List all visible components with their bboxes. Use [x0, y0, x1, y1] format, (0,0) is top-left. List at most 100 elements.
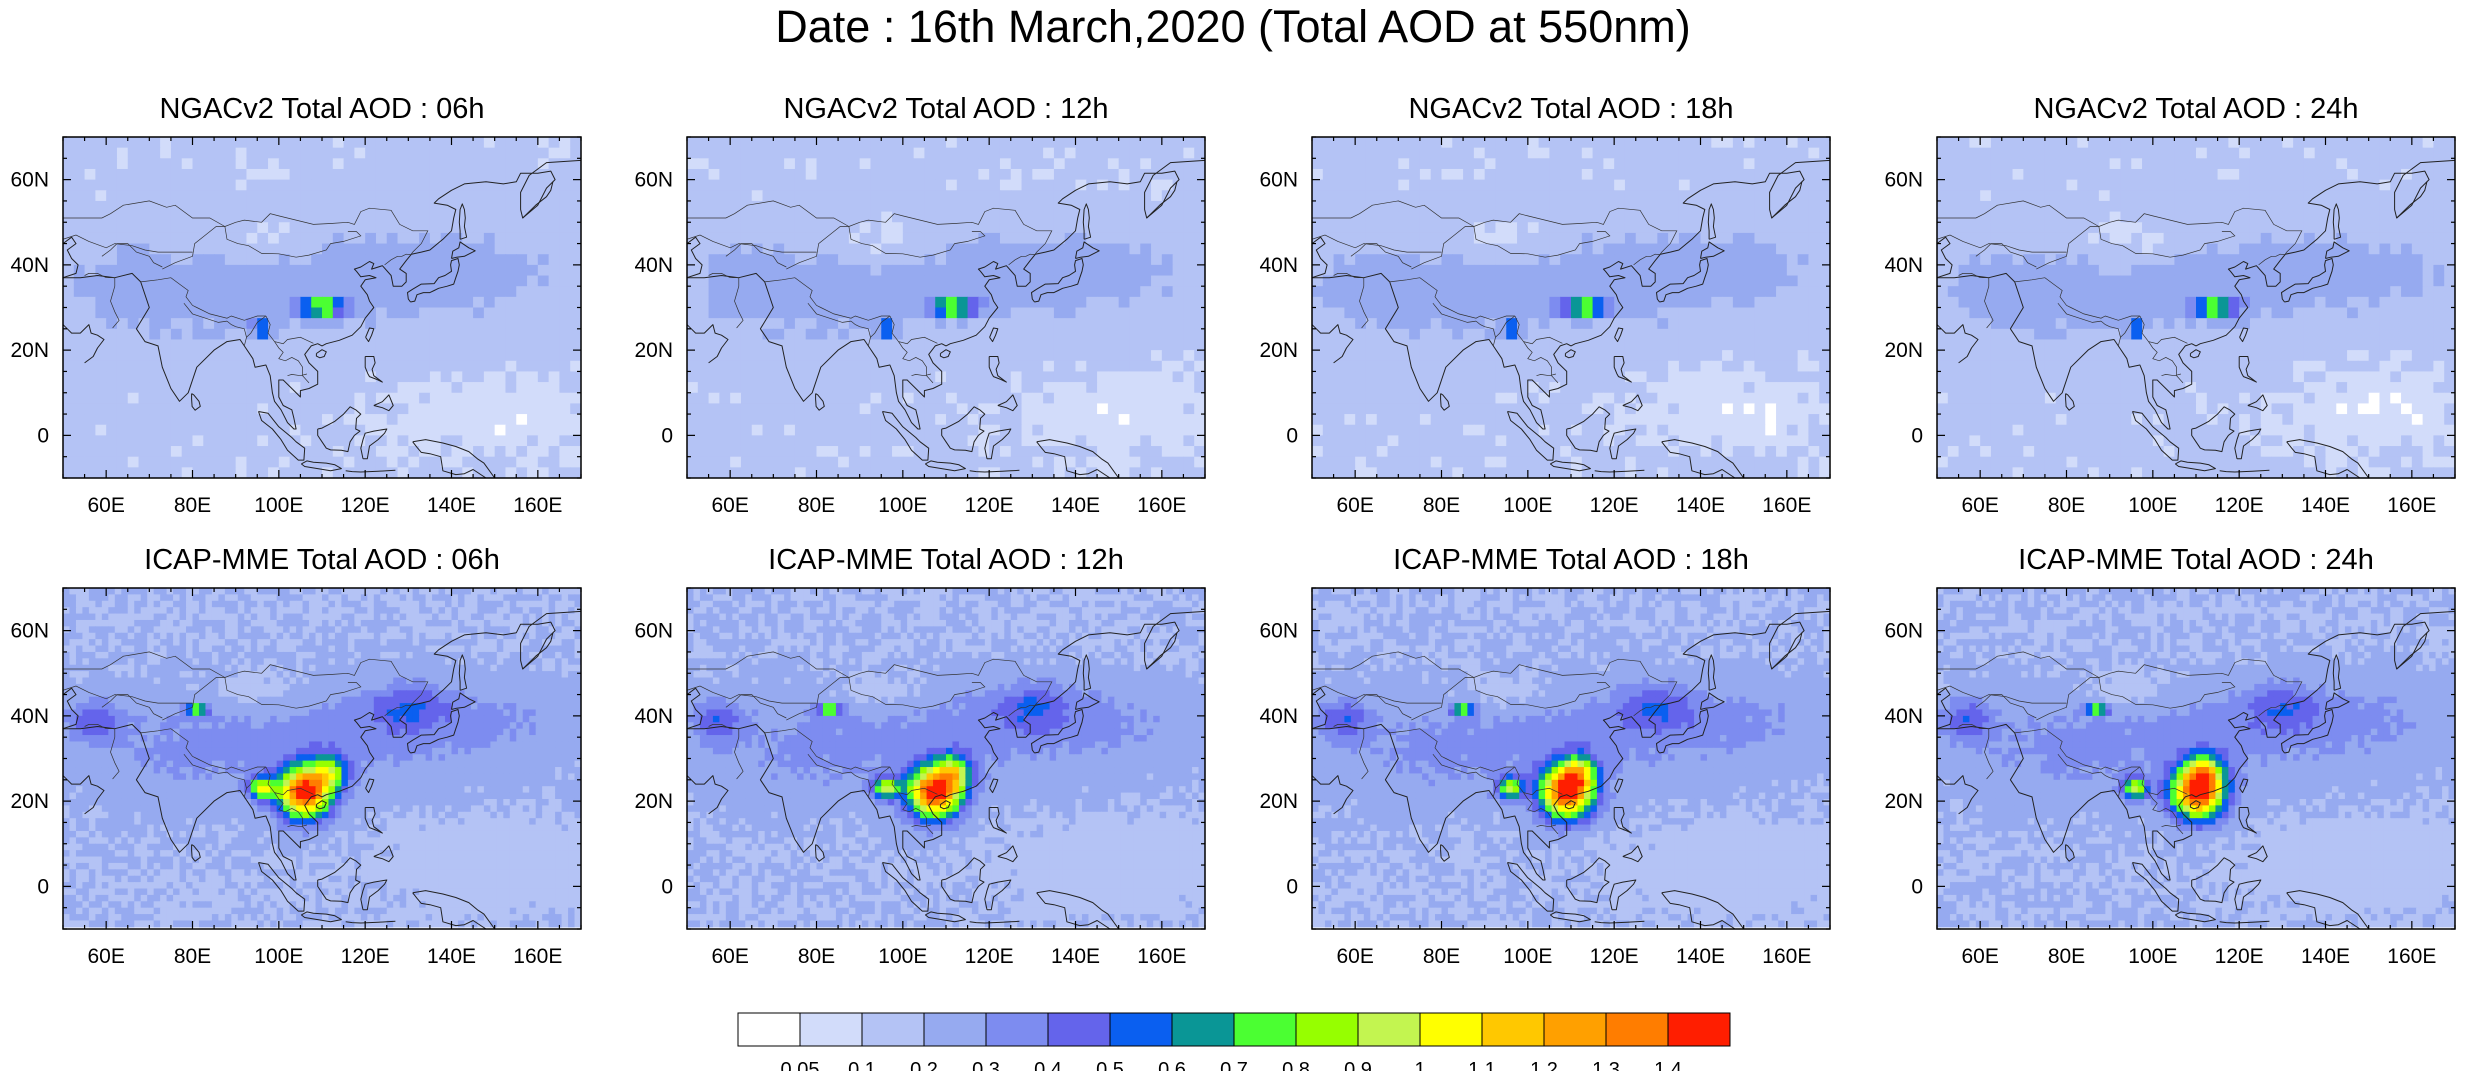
- y-tick-label: 40N: [634, 705, 673, 728]
- map-panel: 60E 80E 100E 120E 140E 160E 60N 40N 20N 0: [1884, 136, 2456, 517]
- y-tick-label: 0: [37, 875, 49, 898]
- colorbar-label: 0.5: [1096, 1059, 1124, 1071]
- y-tick-label: 60N: [634, 620, 673, 643]
- y-tick-label: 60N: [634, 169, 673, 192]
- y-tick-label: 20N: [10, 790, 49, 813]
- colorbar-label: 1.1: [1468, 1059, 1496, 1071]
- x-tick-label: 100E: [878, 945, 927, 968]
- aod-map: 60E 80E 100E 120E 140E 160E 60N 40N 20N 0: [634, 587, 1206, 968]
- x-tick-label: 140E: [2301, 945, 2350, 968]
- coastlines: [63, 159, 581, 478]
- x-tick-label: 160E: [1137, 494, 1186, 517]
- x-tick-label: 100E: [1503, 494, 1552, 517]
- colorbar-swatch: [1419, 1012, 1483, 1047]
- y-tick-label: 60N: [10, 169, 49, 192]
- x-tick-label: 140E: [1676, 945, 1725, 968]
- x-tick-label: 60E: [1961, 945, 1998, 968]
- y-tick-label: 40N: [10, 705, 49, 728]
- axis-ticks: [1936, 136, 2456, 479]
- colorbar-label: 1: [1414, 1059, 1425, 1071]
- axis-ticks: [686, 587, 1206, 930]
- x-tick-label: 80E: [798, 945, 835, 968]
- aod-map: 60E 80E 100E 120E 140E 160E 60N 40N 20N 0: [1259, 136, 1831, 517]
- y-tick-label: 20N: [1259, 339, 1298, 362]
- y-tick-label: 0: [661, 875, 673, 898]
- colorbar-swatch: [1605, 1012, 1669, 1047]
- colorbar-label: 0.9: [1344, 1059, 1372, 1071]
- aod-map: 60E 80E 100E 120E 140E 160E 60N 40N 20N 0: [1884, 136, 2456, 517]
- y-tick-label: 40N: [1259, 705, 1298, 728]
- x-tick-label: 100E: [878, 494, 927, 517]
- y-tick-label: 60N: [10, 620, 49, 643]
- y-tick-label: 0: [1911, 424, 1923, 447]
- colorbar-swatch: [737, 1012, 801, 1047]
- map-panel: 60E 80E 100E 120E 140E 160E 60N 40N 20N 0: [10, 587, 582, 968]
- colorbar-swatch: [1109, 1012, 1173, 1047]
- y-tick-label: 40N: [1884, 705, 1923, 728]
- coastlines: [1312, 159, 1830, 478]
- x-tick-label: 60E: [1336, 494, 1373, 517]
- x-tick-label: 120E: [965, 494, 1014, 517]
- panel-title: NGACv2 Total AOD : 12h: [687, 95, 1205, 124]
- x-tick-label: 140E: [1051, 945, 1100, 968]
- x-tick-label: 120E: [2215, 494, 2264, 517]
- colorbar-swatch: [1667, 1012, 1731, 1047]
- x-tick-label: 100E: [254, 945, 303, 968]
- aod-field: [63, 137, 581, 478]
- x-tick-label: 160E: [2387, 494, 2436, 517]
- axis-ticks: [1311, 136, 1831, 479]
- x-tick-label: 100E: [1503, 945, 1552, 968]
- colorbar-swatch: [861, 1012, 925, 1047]
- borders: [63, 200, 429, 384]
- axis-ticks: [62, 136, 582, 479]
- axis-ticks: [1936, 587, 2456, 930]
- aod-field: [687, 137, 1205, 478]
- borders: [1937, 651, 2303, 835]
- x-tick-label: 120E: [341, 945, 390, 968]
- map-panel: 60E 80E 100E 120E 140E 160E 60N 40N 20N 0: [1259, 587, 1831, 968]
- y-tick-label: 40N: [10, 254, 49, 277]
- map-panel: 60E 80E 100E 120E 140E 160E 60N 40N 20N 0: [1884, 587, 2456, 968]
- x-tick-label: 60E: [1961, 494, 1998, 517]
- colorbar-label: 1.3: [1592, 1059, 1620, 1071]
- x-tick-label: 140E: [2301, 494, 2350, 517]
- aod-field: [1937, 588, 2455, 929]
- borders: [1312, 200, 1678, 384]
- borders: [687, 200, 1053, 384]
- colorbar-label: 0.3: [972, 1059, 1000, 1071]
- colorbar-label: 1.2: [1530, 1059, 1558, 1071]
- y-tick-label: 20N: [634, 790, 673, 813]
- colorbar-swatch: [799, 1012, 863, 1047]
- x-tick-label: 160E: [2387, 945, 2436, 968]
- colorbar-label: 1.4: [1654, 1059, 1682, 1071]
- x-tick-label: 60E: [87, 494, 124, 517]
- y-tick-label: 40N: [634, 254, 673, 277]
- x-tick-label: 120E: [341, 494, 390, 517]
- x-tick-label: 60E: [711, 494, 748, 517]
- x-tick-label: 100E: [2128, 494, 2177, 517]
- colorbar-label: 0.7: [1220, 1059, 1248, 1071]
- aod-map: 60E 80E 100E 120E 140E 160E 60N 40N 20N 0: [10, 136, 582, 517]
- x-tick-label: 120E: [1590, 945, 1639, 968]
- map-panel: 60E 80E 100E 120E 140E 160E 60N 40N 20N 0: [1259, 136, 1831, 517]
- aod-field: [1312, 588, 1830, 929]
- y-tick-label: 0: [37, 424, 49, 447]
- x-tick-label: 100E: [254, 494, 303, 517]
- coastlines: [63, 610, 581, 929]
- colorbar-swatch: [1171, 1012, 1235, 1047]
- figure-title: Date : 16th March,2020 (Total AOD at 550…: [0, 4, 2466, 49]
- x-tick-label: 120E: [2215, 945, 2264, 968]
- panel-title: ICAP-MME Total AOD : 06h: [63, 546, 581, 575]
- colorbar-swatch: [1481, 1012, 1545, 1047]
- x-tick-label: 100E: [2128, 945, 2177, 968]
- y-tick-label: 0: [1286, 424, 1298, 447]
- y-tick-label: 0: [1911, 875, 1923, 898]
- colorbar-swatch: [1357, 1012, 1421, 1047]
- panel-title: NGACv2 Total AOD : 24h: [1937, 95, 2455, 124]
- borders: [63, 651, 429, 835]
- aod-map: 60E 80E 100E 120E 140E 160E 60N 40N 20N 0: [1259, 587, 1831, 968]
- y-tick-label: 20N: [1259, 790, 1298, 813]
- colorbar-swatch: [923, 1012, 987, 1047]
- borders: [1937, 200, 2303, 384]
